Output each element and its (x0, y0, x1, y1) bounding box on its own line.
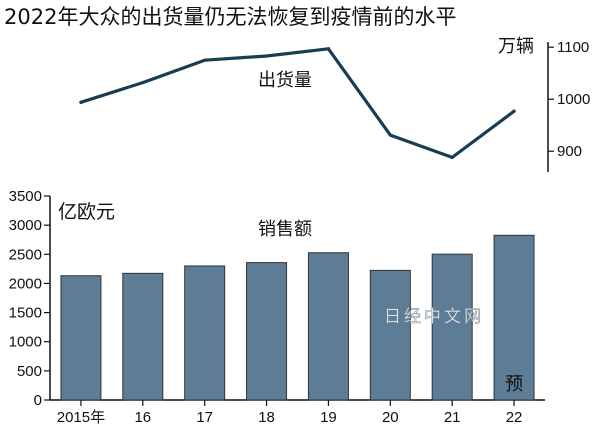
bar-y-tick-label: 1000 (9, 334, 42, 351)
bar-x-tick-label: 20 (382, 409, 399, 426)
bar (122, 272, 164, 401)
bar (307, 252, 349, 401)
bar-x-tick-label: 18 (258, 409, 275, 426)
bar-y-tick-label: 2500 (9, 246, 42, 263)
bar-y-tick-label: 3500 (9, 188, 42, 205)
bar (246, 262, 288, 401)
bar-x-tick-label: 2015年 (57, 409, 105, 426)
bar-x-tick-label: 21 (444, 409, 461, 426)
line-point (388, 133, 392, 137)
bar-x-tick-label: 16 (134, 409, 151, 426)
line-unit-label: 万辆 (498, 36, 534, 57)
line-point (79, 100, 83, 104)
bar (184, 265, 226, 401)
line-point (203, 58, 207, 62)
bar-chart: 亿欧元 销售额 0 500 1000 1500 2000 2500 3000 3500 2015… (9, 188, 545, 426)
line-series-label: 出货量 (258, 70, 312, 91)
line-point (450, 155, 454, 160)
bar (431, 253, 473, 401)
line-point (264, 54, 269, 58)
chart-title: 2022年大众的出货量仍无法恢复到疫情前的水平 (4, 5, 456, 29)
line-chart: 万辆 出货量 900 1000 1100 (79, 36, 590, 172)
bar-y-tick-label: 3000 (9, 217, 42, 234)
bar-y-tick-label: 2000 (9, 275, 42, 292)
bar-y-tick-label: 0 (34, 392, 42, 409)
bar-series-label: 销售额 (258, 219, 312, 240)
bar-y-tick-label: 500 (17, 363, 42, 380)
bar (369, 269, 411, 401)
watermark: 日经中文网 (384, 307, 484, 327)
bar (60, 275, 102, 401)
bar-unit-label: 亿欧元 (58, 201, 115, 223)
bar-x-tick-label: 17 (196, 409, 213, 426)
line-series (79, 47, 516, 159)
bar-x-tick-label: 19 (320, 409, 337, 426)
line-point (512, 109, 516, 113)
bar-y-tick-label: 1500 (9, 305, 42, 322)
forecast-mark: 预 (505, 374, 523, 395)
line-point (326, 47, 331, 51)
line-y-tick-label: 1000 (557, 91, 590, 108)
line-y-tick-label: 900 (557, 143, 582, 160)
bar (493, 234, 535, 401)
line-point (141, 80, 145, 85)
line-y-tick-label: 1100 (557, 39, 589, 56)
bar-x-tick-label: 22 (506, 409, 523, 426)
